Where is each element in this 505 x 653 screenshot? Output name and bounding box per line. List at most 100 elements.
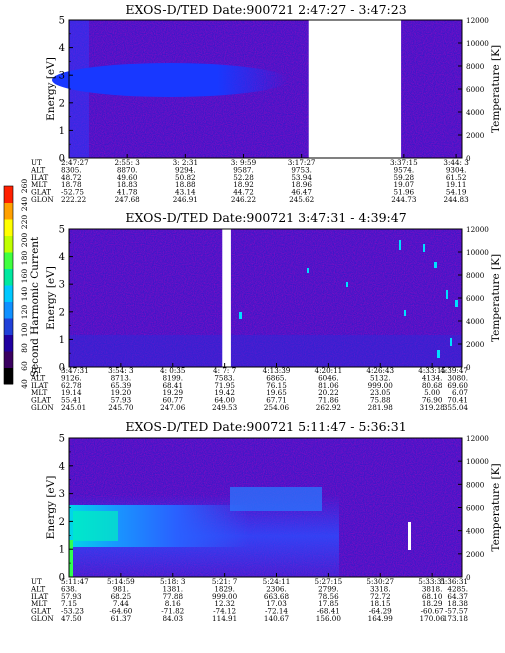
ephemeris-row-label: GLON — [31, 195, 54, 204]
temperature-tick-label: 8000 — [466, 480, 485, 489]
ephemeris-value: 9304. — [446, 165, 467, 174]
ephemeris-value: 5:30:27 — [366, 577, 394, 586]
colorbar: 40 60 80 100 120 140 160 180 200 220 240 260 Second… — [3, 179, 41, 389]
colorbar-label: Second Harmonic Current — [29, 236, 41, 377]
ephemeris-value: 8870. — [117, 165, 138, 174]
ephemeris-value: 48.72 — [61, 173, 82, 182]
temperature-tick-label: 2000 — [466, 340, 485, 349]
ephemeris-value: -53.23 — [61, 607, 84, 616]
ephemeris-value: 18.83 — [117, 180, 138, 189]
ephemeris-value: 247.06 — [160, 403, 186, 412]
ephemeris-value: 164.99 — [368, 614, 394, 623]
ephemeris-value: 355.04 — [443, 403, 469, 412]
energy-tick-label: 1 — [59, 335, 65, 346]
ephemeris-value: 19.11 — [446, 180, 467, 189]
panel-3-title: EXOS-D/TED Date:900721 5:11:47 - 5:36:31 — [125, 419, 406, 434]
ephemeris-row-label: UT — [31, 366, 42, 375]
colorbar-tick-label: 260 — [20, 179, 29, 194]
energy-tick-label: 0 — [59, 363, 65, 374]
ephemeris-value: 9294. — [175, 165, 196, 174]
panel-1: EXOS-D/TED Date:900721 2:47:27 - 3:47:23… — [30, 2, 502, 204]
colorbar-swatches — [3, 185, 14, 385]
ephemeris-value: 51.96 — [394, 188, 415, 197]
temperature-tick-label: 8000 — [466, 62, 485, 71]
temperature-axis-label: Temperature [K] — [490, 463, 502, 551]
colorbar-swatch — [4, 268, 13, 286]
ephemeris-row-label: UT — [31, 158, 42, 167]
ephemeris-value: 5:21: 7 — [212, 577, 238, 586]
temperature-tick-label: 12000 — [466, 434, 489, 443]
ephemeris-value: 3: 2:31 — [173, 158, 198, 167]
temperature-tick-label: 10000 — [466, 457, 489, 466]
colorbar-tick-label: 80 — [20, 343, 29, 353]
ephemeris-value: 78.56 — [318, 592, 339, 601]
ephemeris-value: 140.67 — [264, 614, 290, 623]
ephemeris-value: 3080. — [447, 373, 468, 382]
ephemeris-value: 5:24:11 — [263, 577, 291, 586]
ephemeris-value: 8713. — [111, 373, 132, 382]
ephemeris-row-label: ILAT — [31, 592, 48, 601]
colorbar-tick-label: 120 — [20, 305, 29, 320]
ephemeris-value: 8305. — [61, 165, 82, 174]
ephemeris-value: 44.72 — [233, 188, 254, 197]
colorbar-swatch — [4, 334, 13, 352]
energy-tick-label: 3 — [59, 280, 65, 291]
ephemeris-value: 71.95 — [214, 381, 235, 390]
ephemeris-value: 3: 9:59 — [231, 158, 257, 167]
energy-tick-label: 4 — [59, 461, 65, 472]
energy-tick-label: 5 — [59, 16, 65, 27]
colorbar-swatch — [4, 351, 13, 368]
panel-2-plot — [69, 229, 462, 367]
colorbar-swatch — [4, 186, 13, 203]
panel-2-low-energy-edge — [69, 335, 462, 367]
ephemeris-value: 3:54: 3 — [108, 366, 134, 375]
ephemeris-value: 319.28 — [420, 403, 446, 412]
ephemeris-value: 245.70 — [108, 403, 134, 412]
colorbar-frame — [3, 185, 14, 385]
ephemeris-value: -60.67 — [421, 607, 444, 616]
ephemeris-value: 8.16 — [165, 599, 181, 608]
ephemeris-value: 4:39:47 — [440, 366, 468, 375]
ephemeris-value: 5:11:47 — [61, 577, 89, 586]
ephemeris-value: -68.41 — [317, 607, 340, 616]
ephemeris-value: 114.91 — [212, 614, 237, 623]
ephemeris-value: 6046. — [318, 373, 339, 382]
ephemeris-value: 23.05 — [370, 388, 391, 397]
ephemeris-value: 53.94 — [291, 173, 312, 182]
ephemeris-value: 18.92 — [233, 180, 254, 189]
ephemeris-value: 9574. — [394, 165, 415, 174]
ephemeris-row-label: ALT — [30, 373, 45, 382]
ephemeris-value: 7.15 — [61, 599, 77, 608]
ephemeris-value: 244.73 — [391, 195, 417, 204]
energy-tick-label: 5 — [59, 434, 65, 445]
ephemeris-value: 5:27:15 — [315, 577, 343, 586]
ephemeris-value: 4:13:39 — [263, 366, 291, 375]
panel-1-plot — [52, 20, 462, 158]
colorbar-swatch — [4, 202, 13, 220]
ephemeris-value: 59.28 — [394, 173, 415, 182]
ephemeris-value: 61.52 — [446, 173, 467, 182]
colorbar-ticks: 40 60 80 100 120 140 160 180 200 220 240 260 — [20, 179, 29, 389]
panel-3-onset-green — [69, 540, 73, 577]
colorbar-tick-label: 100 — [20, 323, 29, 338]
ephemeris-value: 1381. — [162, 584, 183, 593]
temperature-tick-label: 6000 — [466, 504, 485, 513]
ephemeris-value: 71.86 — [318, 396, 339, 405]
ephemeris-value: 41.78 — [117, 188, 138, 197]
ephemeris-value: 69.60 — [447, 381, 468, 390]
ephemeris-value: 19.07 — [394, 180, 415, 189]
colorbar-swatch — [4, 285, 13, 302]
colorbar-tick-label: 220 — [20, 215, 29, 230]
ephemeris-value: 245.62 — [289, 195, 314, 204]
ephemeris-value: 76.90 — [422, 396, 443, 405]
ephemeris-value: 55.41 — [61, 396, 82, 405]
ephemeris-value: 64.00 — [214, 396, 235, 405]
ephemeris-value: 57.93 — [61, 592, 82, 601]
colorbar-swatch — [4, 252, 13, 269]
colorbar-tick-label: 240 — [20, 197, 29, 212]
ephemeris-value: 5:36:31 — [440, 577, 468, 586]
ephemeris-value: 3318. — [370, 584, 391, 593]
ephemeris-value: 245.01 — [61, 403, 86, 412]
ephemeris-value: 5:18: 3 — [160, 577, 186, 586]
ephemeris-value: 249.53 — [212, 403, 238, 412]
